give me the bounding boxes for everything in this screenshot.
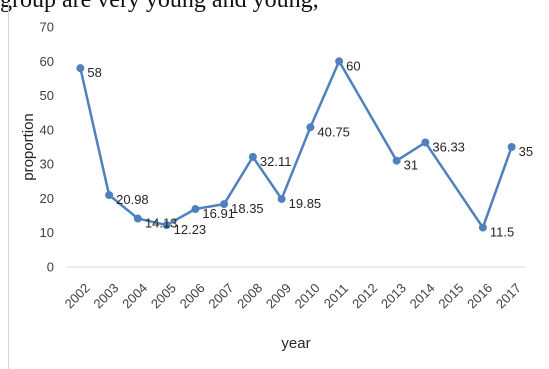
series-line [79,60,513,229]
data-label: 58 [87,65,101,80]
data-label: 35 [519,144,533,159]
x-tick-label: 2010 [292,280,323,311]
data-label: 14.13 [145,216,178,231]
data-label: 20.98 [116,192,149,207]
x-tick-label: 2002 [62,280,93,311]
data-label: 19.85 [289,196,322,211]
data-label: 32.11 [260,154,292,169]
y-tick-label: 20 [40,191,54,206]
data-point [392,156,401,165]
y-tick-label: 30 [40,157,54,172]
x-tick-label: 2008 [234,280,265,311]
x-tick-label: 2006 [177,280,208,311]
data-point [248,152,257,161]
data-point [277,194,286,203]
x-tick-label: 2011 [321,281,351,311]
x-tick-label: 2003 [90,280,121,311]
y-tick-label: 40 [40,122,54,137]
data-point [335,57,344,66]
y-tick-label: 0 [47,260,54,275]
data-label: 40.75 [317,124,350,139]
data-label: 18.35 [231,201,264,216]
data-point [133,214,142,223]
y-axis: 0 10 20 30 40 50 60 70 [40,20,54,275]
data-point [507,143,516,151]
x-tick-label: 2015 [435,280,466,311]
y-tick-label: 60 [40,54,54,69]
x-tick-label: 2004 [119,280,150,311]
data-label: 36.33 [432,139,465,154]
data-label: 31 [404,158,418,173]
data-label: 16.91 [202,206,235,221]
line-chart: 0 10 20 30 40 50 60 70 200220032004200520062007… [20,20,533,353]
x-tick-label: 2012 [349,280,380,311]
y-tick-label: 10 [40,225,54,240]
x-axis-title: year [281,335,310,352]
x-axis: 2002200320042005200620072008200920102011… [62,266,526,311]
data-point [220,200,229,209]
data-point [191,205,200,214]
x-tick-label: 2013 [378,280,409,311]
x-tick-label: 2014 [407,280,438,311]
x-tick-label: 2017 [493,280,524,311]
x-tick-label: 2016 [464,280,495,311]
data-label: 12.23 [174,222,207,237]
x-tick-label: 2005 [148,280,179,311]
data-label: 11.5 [490,225,514,240]
data-point [421,138,430,147]
data-point [162,221,171,230]
clipped-caption-text: group are very young and young, [0,0,319,13]
y-tick-label: 70 [40,20,54,35]
data-point [478,223,487,232]
x-tick-label: 2007 [205,280,236,311]
series [76,57,516,232]
data-point [76,64,85,73]
data-point [306,123,315,132]
data-label: 60 [346,58,360,73]
data-point [105,191,114,200]
x-tick-label: 2009 [263,280,294,311]
y-tick-label: 50 [40,88,54,103]
y-axis-title: proportion [20,113,37,181]
chart-frame: 0 10 20 30 40 50 60 70 2002 2003 2004 2005 2006 2007… [8,2,549,369]
